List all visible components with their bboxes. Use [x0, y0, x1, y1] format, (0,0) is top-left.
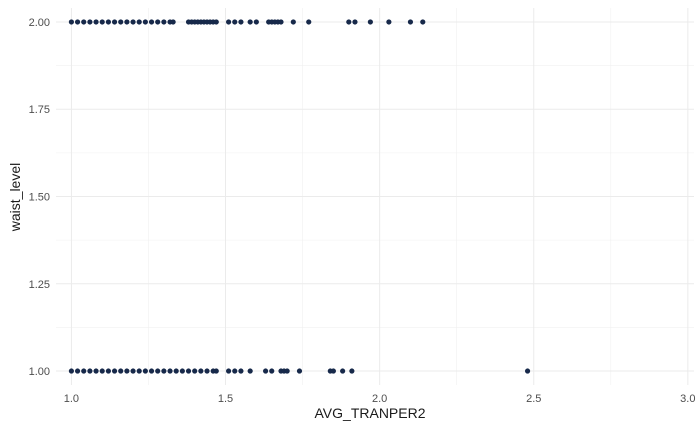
data-point [124, 19, 130, 25]
x-tick-label: 2.0 [372, 393, 387, 405]
data-point [68, 19, 75, 25]
data-point [148, 19, 155, 25]
data-points [68, 19, 531, 374]
data-point [142, 19, 148, 25]
data-point [87, 368, 93, 374]
x-tick-label: 1.0 [64, 393, 79, 405]
data-point [213, 19, 219, 25]
data-point [136, 368, 142, 374]
data-point [296, 368, 303, 374]
x-axis-title: AVG_TRANPER2 [315, 405, 426, 421]
data-point [192, 368, 198, 374]
data-point [68, 368, 75, 374]
data-point [524, 368, 531, 374]
y-axis-ticks: 1.00 1.25 1.50 1.75 2.00 [29, 17, 50, 378]
data-point [238, 368, 244, 374]
minor-gridlines [56, 8, 694, 385]
data-point [232, 368, 238, 374]
data-point [81, 368, 87, 374]
data-point [225, 19, 232, 25]
data-point [179, 368, 185, 374]
data-point [167, 368, 173, 374]
data-point [155, 368, 161, 374]
data-point [130, 368, 136, 374]
data-point [93, 19, 99, 25]
data-point [136, 19, 142, 25]
data-point [105, 368, 111, 374]
data-point [87, 19, 93, 25]
data-point [306, 19, 312, 25]
x-axis-ticks: 1.0 1.5 2.0 2.5 3.0 [64, 393, 696, 405]
data-point [198, 368, 204, 374]
data-point [161, 19, 167, 25]
x-tick-label: 3.0 [680, 393, 695, 405]
major-gridlines [56, 8, 694, 385]
y-tick-label: 1.25 [29, 279, 50, 291]
y-tick-label: 1.50 [29, 192, 50, 204]
data-point [204, 368, 210, 374]
data-point [142, 368, 148, 374]
data-point [74, 19, 81, 25]
data-point [420, 19, 426, 25]
data-point [225, 368, 232, 374]
data-point [173, 368, 179, 374]
data-point [352, 19, 358, 25]
data-point [148, 368, 155, 374]
data-point [74, 368, 81, 374]
data-point [185, 368, 192, 374]
y-axis-title: waist_level [7, 163, 23, 232]
data-point [105, 19, 111, 25]
data-point [118, 19, 124, 25]
data-point [340, 368, 346, 374]
data-point [111, 368, 118, 374]
data-point [262, 368, 269, 374]
y-tick-label: 2.00 [29, 17, 50, 29]
data-point [170, 19, 176, 25]
data-point [213, 368, 219, 374]
data-point [93, 368, 99, 374]
data-point [269, 368, 275, 374]
data-point [330, 368, 336, 374]
data-point [386, 19, 392, 25]
data-point [99, 368, 105, 374]
data-point [238, 19, 244, 25]
data-point [290, 19, 296, 25]
data-point [130, 19, 136, 25]
data-point [407, 19, 414, 25]
x-tick-label: 1.5 [218, 393, 233, 405]
data-point [118, 368, 124, 374]
data-point [161, 368, 167, 374]
data-point [346, 19, 352, 25]
data-point [111, 19, 118, 25]
data-point [253, 19, 259, 25]
data-point [247, 19, 253, 25]
data-point [247, 368, 253, 374]
y-tick-label: 1.75 [29, 104, 50, 116]
data-point [349, 368, 355, 374]
y-tick-label: 1.00 [29, 366, 50, 378]
data-point [284, 368, 290, 374]
data-point [124, 368, 130, 374]
x-tick-label: 2.5 [526, 393, 541, 405]
data-point [367, 19, 373, 25]
data-point [232, 19, 238, 25]
data-point [99, 19, 105, 25]
data-point [278, 19, 284, 25]
data-point [155, 19, 161, 25]
data-point [81, 19, 87, 25]
